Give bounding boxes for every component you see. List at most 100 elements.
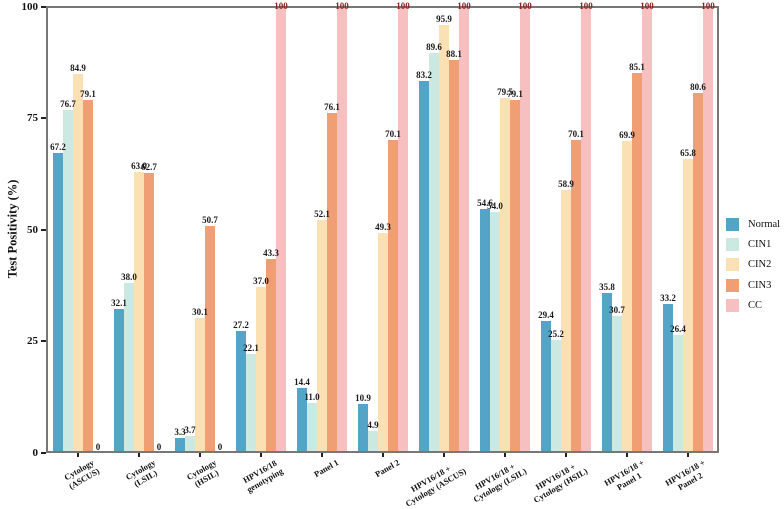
x-category-label: Cytology (LSIL): [124, 457, 159, 489]
bar-cin2-group1: [73, 73, 83, 453]
x-category-label: HPV16/18 + Cytology (ASCUS): [403, 463, 468, 509]
bar-normal-group10: [602, 292, 612, 453]
value-label: 37.0: [253, 276, 269, 287]
legend-swatch-cin1: [726, 238, 739, 252]
bar-cin2-group9: [561, 189, 571, 453]
value-label: 79.1: [507, 88, 523, 99]
legend-swatch-cin3: [726, 278, 739, 292]
bar-normal-group4: [236, 331, 246, 453]
value-label: 54.6: [477, 197, 493, 208]
bar-cc-group10: [642, 6, 652, 453]
bar-cin3-group2: [144, 172, 154, 453]
bar-normal-group11: [663, 304, 673, 453]
x-tick-mark: [504, 453, 506, 457]
value-label: 100: [274, 1, 288, 11]
bar-cc-group8: [520, 6, 530, 453]
legend-swatch-cc: [726, 299, 739, 313]
x-category-label: Cytology (HSIL): [185, 457, 221, 489]
legend: Normal CIN1 CIN2 CIN3 CC: [726, 214, 780, 316]
bar-normal-group5: [297, 388, 307, 453]
value-label: 38.0: [121, 272, 137, 283]
value-label: 43.3: [263, 248, 279, 259]
value-label: 76.7: [60, 99, 76, 110]
x-tick-mark: [687, 453, 689, 457]
value-label: 100: [701, 1, 715, 11]
value-label: 58.9: [558, 178, 574, 189]
value-label: 0: [95, 441, 101, 452]
value-label: 100: [457, 1, 471, 11]
value-label: 67.2: [50, 141, 66, 152]
legend-label-normal: Normal: [748, 218, 781, 230]
bar-cin2-group4: [256, 287, 266, 453]
value-label: 54.0: [487, 200, 503, 211]
x-category-label: HPV16/18 + Cytology (HSIL): [531, 461, 590, 505]
y-tick-mark: [41, 117, 46, 119]
bar-normal-group9: [541, 321, 551, 453]
x-category-label: HPV16/18 genotyping: [240, 457, 285, 495]
y-tick-mark: [41, 340, 46, 342]
x-category-label: HPV16/18 + Panel 2: [663, 457, 707, 492]
y-tick-mark: [41, 451, 46, 454]
legend-label-cin2: CIN2: [748, 259, 772, 271]
legend-label-cin3: CIN3: [748, 279, 772, 291]
legend-label-cc: CC: [748, 300, 763, 312]
value-label: 62.7: [141, 161, 157, 172]
bar-cin1-group3: [185, 435, 195, 453]
legend-item-normal: Normal: [726, 214, 780, 234]
x-category-label: HPV16/18 + Cytology (LSIL): [471, 461, 529, 504]
value-label: 0: [217, 441, 223, 452]
bar-cin2-group5: [317, 220, 327, 453]
bar-cin2-group3: [195, 318, 205, 453]
bar-cin1-group7: [429, 52, 439, 453]
value-label: 26.4: [670, 323, 686, 334]
value-label: 25.2: [548, 329, 564, 340]
value-label: 10.9: [355, 392, 371, 403]
bar-cin3-group8: [510, 99, 520, 453]
bar-normal-group6: [358, 403, 368, 453]
bar-cin1-group1: [63, 110, 73, 453]
bar-cc-group6: [398, 6, 408, 453]
value-label: 0: [156, 441, 162, 452]
value-label: 80.6: [690, 82, 706, 93]
value-label: 95.9: [436, 13, 452, 24]
bar-chart-figure: Test Positivity (%) 0 25 50 75 100 Cytology (…: [5, 0, 781, 509]
bar-cin2-group2: [134, 171, 144, 453]
bar-cin3-group5: [327, 113, 337, 453]
x-tick-mark: [443, 453, 445, 457]
value-label: 35.8: [599, 281, 615, 292]
value-label: 100: [579, 1, 593, 11]
value-label: 89.6: [426, 41, 442, 52]
x-tick-mark: [382, 453, 384, 457]
value-label: 79.5: [497, 86, 513, 97]
bar-normal-group3: [175, 437, 185, 453]
bar-cin3-group1: [83, 99, 93, 453]
bar-cin1-group8: [490, 211, 500, 453]
value-label: 49.3: [375, 221, 391, 232]
value-label: 3.7: [184, 424, 196, 435]
value-label: 79.1: [80, 88, 96, 99]
value-label: 52.1: [314, 209, 330, 220]
bar-normal-group2: [114, 309, 124, 453]
bar-cin3-group9: [571, 139, 581, 453]
value-label: 83.2: [416, 70, 432, 81]
x-tick-mark: [321, 453, 323, 457]
bar-cin2-group6: [378, 232, 388, 453]
bar-cc-group9: [581, 6, 591, 453]
bar-cin1-group2: [124, 283, 134, 453]
y-tick-label: 75: [27, 112, 38, 124]
value-label: 100: [640, 1, 654, 11]
value-label: 33.2: [660, 293, 676, 304]
value-label: 27.2: [233, 320, 249, 331]
bar-cin3-group7: [449, 59, 459, 453]
value-label: 100: [396, 1, 410, 11]
x-tick-mark: [138, 453, 140, 457]
bar-cin1-group9: [551, 340, 561, 453]
x-category-label: Panel 2: [373, 457, 402, 480]
legend-item-cc: CC: [726, 296, 780, 316]
bar-cin1-group5: [307, 403, 317, 453]
bar-cin3-group3: [205, 226, 215, 453]
y-tick-mark: [41, 228, 46, 231]
bar-cin3-group10: [632, 72, 642, 453]
value-label: 69.9: [619, 129, 635, 140]
legend-label-cin1: CIN1: [748, 239, 772, 251]
